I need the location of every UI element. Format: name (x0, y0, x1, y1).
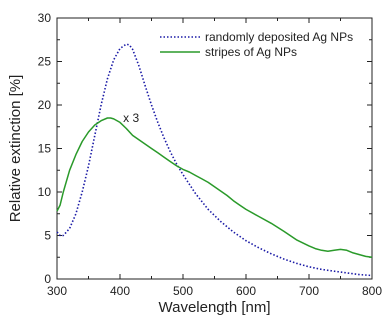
y-tick-label: 5 (44, 229, 51, 243)
y-tick-label: 20 (38, 98, 52, 112)
x-tick-label: 300 (47, 284, 67, 298)
x-tick-label: 800 (362, 284, 382, 298)
series-layer: x 3 (56, 43, 373, 277)
x-tick-label: 400 (110, 284, 130, 298)
y-tick-label: 10 (38, 185, 52, 199)
series-line-1 (56, 117, 373, 259)
y-tick-label: 30 (38, 11, 52, 25)
legend-label-1: stripes of Ag NPs (205, 45, 297, 59)
series-line-0 (56, 43, 373, 277)
y-tick-label: 0 (44, 272, 51, 286)
x-tick-label: 700 (299, 284, 319, 298)
annotation-label: x 3 (123, 111, 139, 125)
x-tick-label: 500 (173, 284, 193, 298)
legend-label-0: randomly deposited Ag NPs (205, 30, 353, 44)
y-tick-label: 25 (38, 55, 52, 69)
x-axis-title: Wavelength [nm] (159, 299, 271, 316)
y-axis-title: Relative extinction [%] (7, 75, 24, 223)
y-tick-label: 15 (38, 142, 52, 156)
axes: 300 400 500 600 700 800 0 5 10 15 20 25 30 (38, 11, 382, 298)
x-tick-label: 600 (236, 284, 256, 298)
